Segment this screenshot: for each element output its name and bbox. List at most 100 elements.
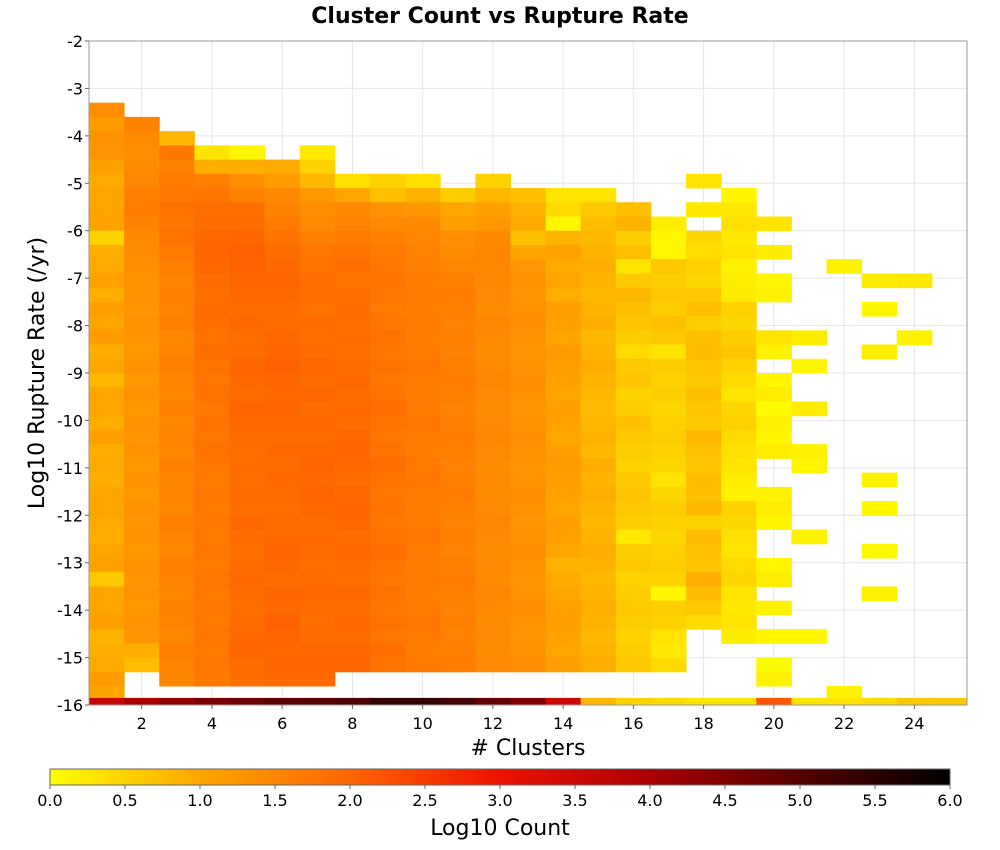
heatmap-cell [124,543,160,559]
heatmap-cell-floor [405,697,441,705]
colorbar-ticks: 0.0 0.5 1.0 1.5 2.0 2.5 3.0 3.5 4.0 4.5 5.0 5.5 6.0 [37,785,963,810]
heatmap-cell [615,301,652,317]
heatmap-cell [159,287,195,303]
heatmap-cell [650,273,687,289]
heatmap-cell-floor [580,697,617,705]
heatmap-cell [686,301,722,317]
heatmap-cell [405,188,441,203]
heatmap-cell [194,586,230,602]
heatmap-cell [264,486,301,502]
heatmap-cell [405,429,441,445]
heatmap-cell [545,529,582,545]
heatmap-cell-floor [545,697,582,705]
heatmap-cell [89,586,125,602]
heatmap-cell [334,173,371,189]
heatmap-cell [229,387,266,402]
heatmap-cell [299,529,336,545]
heatmap-cell [229,273,266,289]
heatmap-cell [124,287,160,303]
y-tick-label: -4 [67,127,83,146]
heatmap-cell [756,444,792,459]
heatmap-cell [475,557,511,573]
heatmap-cell [159,557,195,573]
heatmap-cell [194,486,230,502]
heatmap-cell [369,472,406,488]
heatmap-cell [264,401,301,417]
heatmap-cell [405,444,441,459]
heatmap-cell [124,259,160,274]
heatmap-cell [440,216,476,232]
heatmap-cell [440,373,476,388]
heatmap-cell [545,501,582,516]
x-tick-label: 12 [483,714,503,733]
heatmap-cell [650,529,687,545]
heatmap-cell [756,216,792,232]
heatmap-cell [440,657,476,673]
heatmap-cell [334,458,371,474]
heatmap-cell [440,472,476,488]
y-tick-label: -7 [67,269,83,288]
colorbar-tick-label: 1.0 [187,791,212,810]
heatmap-cell [159,244,195,260]
heatmap-cell [229,671,266,687]
heatmap-cell [721,614,757,630]
heatmap-cell [475,173,511,189]
heatmap-cell [721,557,757,573]
heatmap-cell [229,358,266,374]
heatmap-cell [264,600,301,616]
heatmap-cell [229,230,266,246]
heatmap-cell [194,429,230,445]
heatmap-cell [545,244,582,260]
heatmap-cell [264,586,301,602]
heatmap-cell [124,472,160,488]
heatmap-cell [124,188,160,203]
heatmap-cell [510,273,547,289]
heatmap-cell [545,458,582,474]
heatmap-cell [510,543,547,559]
heatmap-cell [405,458,441,474]
heatmap-cell [334,358,371,374]
heatmap-cell [124,358,160,374]
heatmap-cell [510,629,547,644]
heatmap-cell [721,230,757,246]
heatmap-cell [580,614,617,630]
y-tick-label: -3 [67,79,83,98]
heatmap-cell [580,643,617,659]
heatmap-cell [299,472,336,488]
heatmap-cell [194,572,230,587]
heatmap-cell [721,472,757,488]
heatmap-cell [756,373,792,388]
heatmap-cell [756,244,792,260]
heatmap-cell [229,572,266,587]
heatmap-cell [580,316,617,331]
heatmap-cell [580,486,617,502]
heatmap-cell [686,557,722,573]
heatmap-cell [299,415,336,431]
heatmap-cell [580,216,617,232]
heatmap-cell [334,444,371,459]
heatmap-cell [686,244,722,260]
heatmap-cell [159,529,195,545]
heatmap-cell [615,287,652,303]
heatmap-cell [194,501,230,516]
heatmap-cell [229,543,266,559]
heatmap-cell [721,572,757,587]
y-tick-label: -14 [57,601,83,620]
heatmap-cell [89,444,125,459]
heatmap-cell [475,301,511,317]
heatmap-cell [405,643,441,659]
heatmap-cell [791,358,828,374]
heatmap-cell [510,216,547,232]
heatmap-cell [510,344,547,360]
x-tick-label: 22 [834,714,854,733]
heatmap-cell [89,273,125,289]
heatmap-cell [650,244,687,260]
heatmap-cell [264,159,301,175]
heatmap-cell [580,330,617,346]
heatmap-cell [299,287,336,303]
heatmap-cell [124,629,160,644]
heatmap-cell [510,572,547,587]
heatmap-cell [545,188,582,203]
heatmap-cell [440,557,476,573]
heatmap-cell [721,244,757,260]
